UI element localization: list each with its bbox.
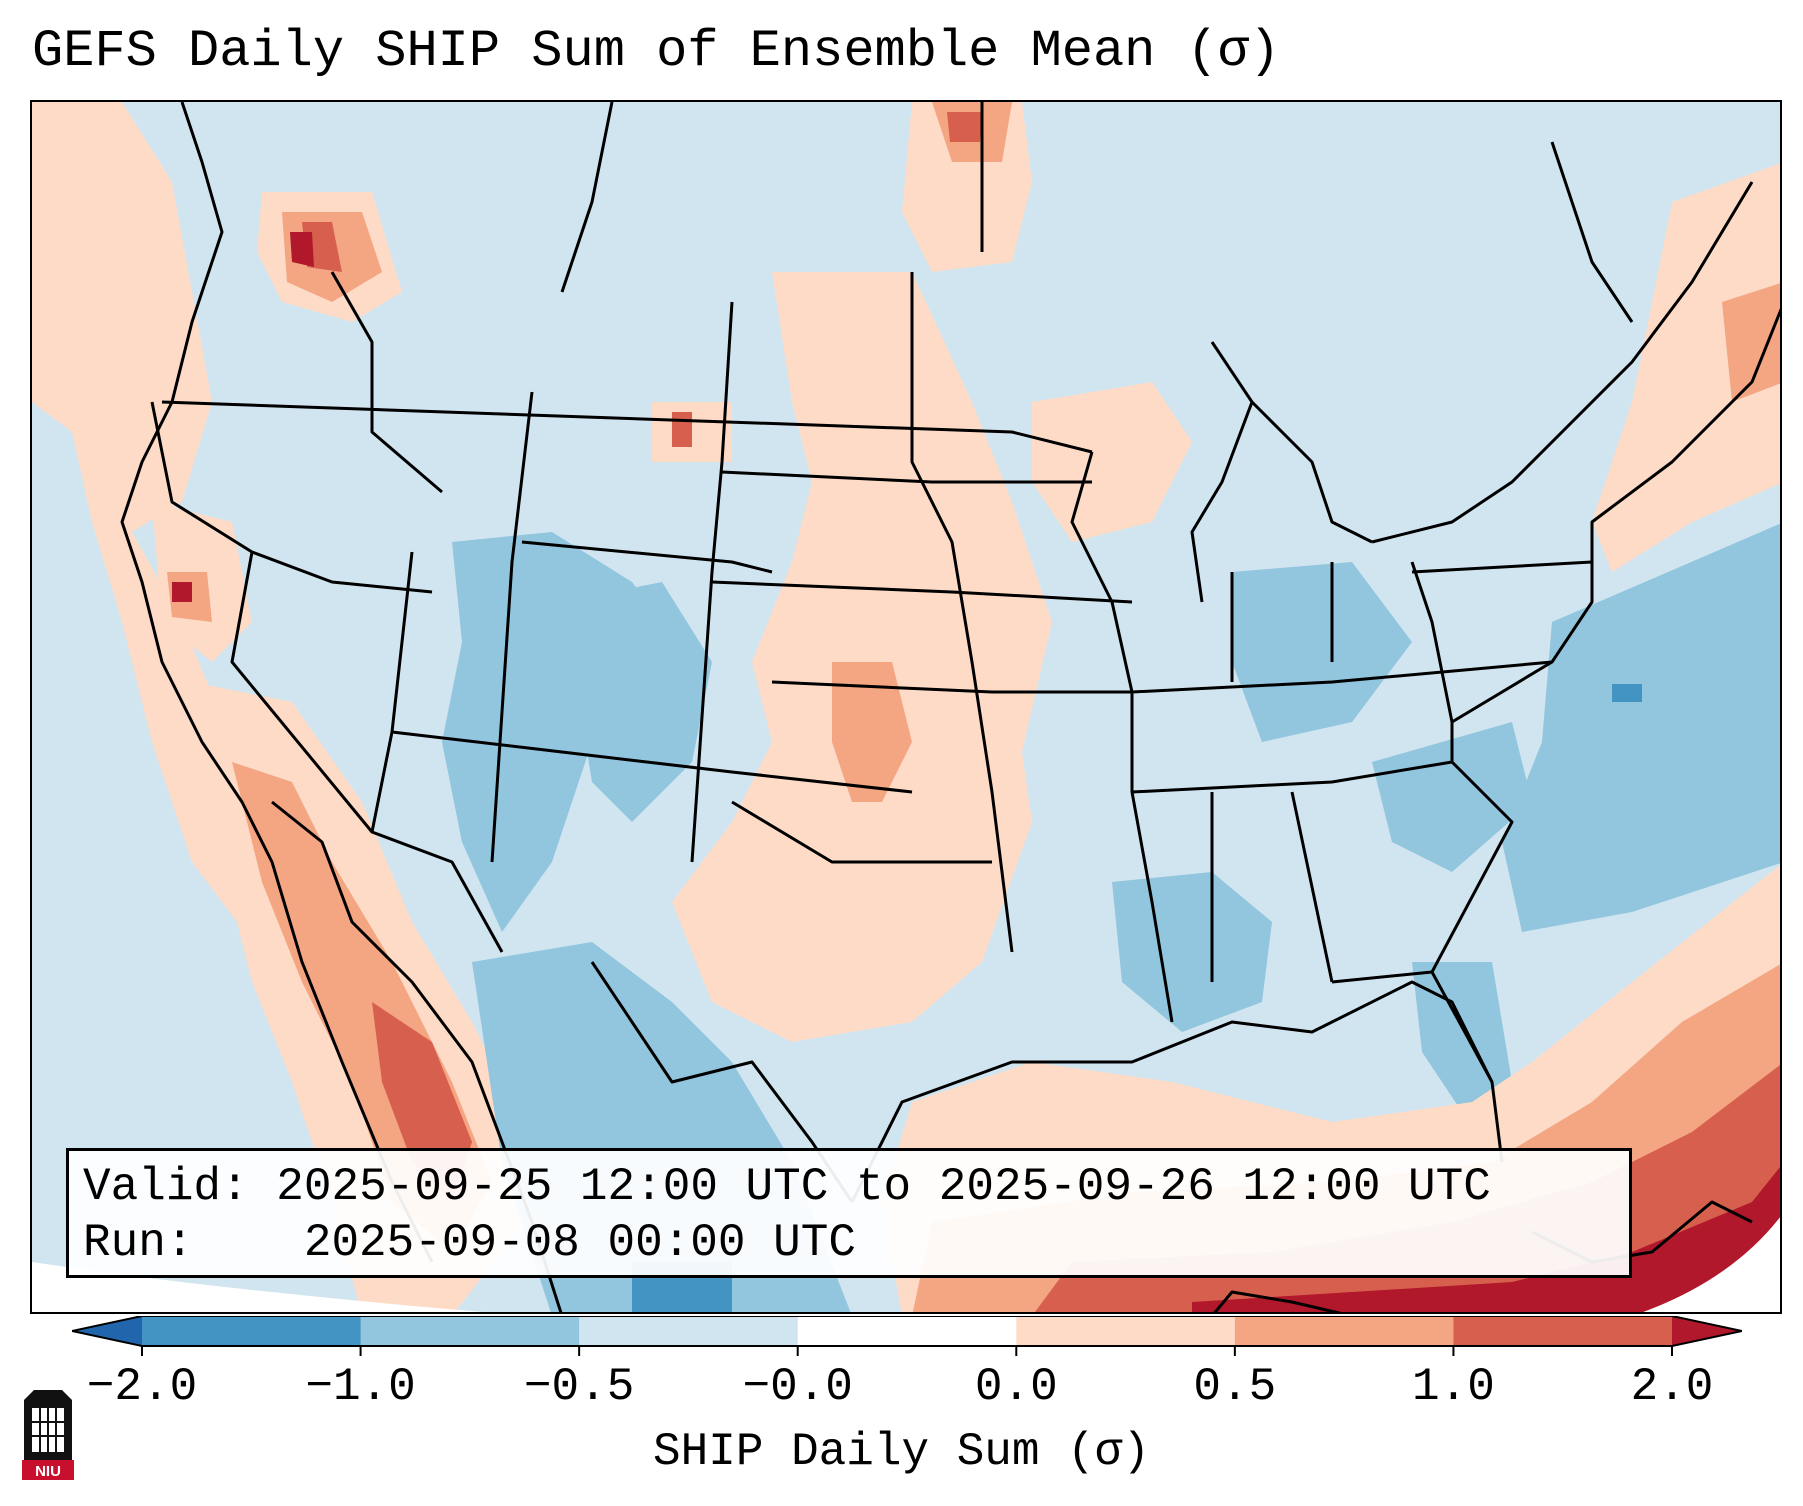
- border-plains-east: [910, 272, 1014, 953]
- border-nebraska-north: [721, 470, 1092, 484]
- run-value: 2025-09-08 00:00 UTC: [303, 1217, 856, 1269]
- colorbar-segment: [579, 1316, 799, 1346]
- border-red-river: [731, 800, 992, 864]
- colorbar-tick-label: 0.0: [974, 1361, 1058, 1413]
- border-idaho: [330, 271, 443, 494]
- northeast-anomaly: [1592, 163, 1780, 572]
- canada-anomaly-high: [947, 112, 982, 142]
- border-us-canada-east: [1371, 181, 1754, 544]
- colorbar-tick-label: 2.0: [1630, 1361, 1714, 1413]
- colorbar-extend-low: [72, 1316, 142, 1346]
- yucatan-coastline: [1213, 1290, 1342, 1312]
- pacific-coast-anomaly: [32, 102, 362, 982]
- colorbar-tick-label: −2.0: [86, 1361, 198, 1413]
- logo-window-grid: [32, 1408, 64, 1452]
- colorbar: [72, 1316, 1742, 1356]
- colorbar-tick-label: −0.5: [523, 1361, 635, 1413]
- pacific-coastline: [120, 102, 434, 1263]
- boundary-lines: [120, 102, 1780, 1312]
- border-canada-provinces: [560, 102, 614, 293]
- caribbean-anomaly-peak: [1192, 1167, 1780, 1312]
- atlantic-anomaly-low: [1612, 684, 1642, 702]
- border-dakotas-west: [690, 301, 734, 863]
- northeast-anomaly-mid: [1722, 283, 1780, 402]
- border-tennessee-south: [1131, 760, 1453, 794]
- border-alabama-georgia: [1290, 791, 1334, 983]
- out-of-domain-sw: [32, 1262, 484, 1312]
- niu-logo: NIU: [22, 1390, 74, 1480]
- valid-label: Valid:: [83, 1161, 249, 1213]
- border-kentucky-tennessee: [1131, 660, 1553, 694]
- map-canvas: [32, 102, 1780, 1312]
- michigan-peninsula: [1250, 400, 1373, 544]
- ohio-valley-anomaly: [1232, 562, 1412, 742]
- plains-anomaly: [672, 272, 1052, 1042]
- atlantic-anomaly: [1502, 523, 1780, 932]
- border-kansas-north: [711, 580, 1133, 604]
- washington-anomaly-peak: [290, 232, 314, 267]
- map-panel[interactable]: [30, 100, 1782, 1314]
- colorbar-tick-label: −1.0: [305, 1361, 416, 1413]
- border-arizona: [370, 551, 504, 953]
- run-label: Run:: [83, 1217, 194, 1269]
- validity-info-box: Valid: 2025-09-25 12:00 UTC to 2025-09-2…: [66, 1148, 1632, 1278]
- hudson-bay-coast: [1550, 141, 1634, 323]
- colorbar-segment: [1453, 1316, 1673, 1346]
- colorbar-segment: [1016, 1316, 1236, 1346]
- colorado-anomaly: [562, 582, 712, 822]
- lake-michigan-shore: [1190, 341, 1254, 603]
- montana-anomaly-high: [672, 412, 692, 447]
- border-utah-colorado: [490, 391, 534, 863]
- california-anomaly-peak: [172, 582, 192, 602]
- logo-banner: [22, 1460, 74, 1480]
- colorbar-segment: [1234, 1316, 1454, 1346]
- valid-value: 2025-09-25 12:00 UTC to 2025-09-26 12:00…: [276, 1161, 1491, 1213]
- colorbar-label: SHIP Daily Sum (σ): [653, 1426, 1150, 1478]
- atlantic-coastline: [1410, 561, 1514, 1083]
- gulf-states-anomaly: [1112, 872, 1272, 1032]
- kansas-anomaly-mid: [832, 662, 912, 802]
- colorbar-tick-label: −0.0: [742, 1361, 853, 1413]
- colorbar-segment: [797, 1316, 1017, 1346]
- carolinas-anomaly: [1372, 722, 1532, 872]
- great-lakes-anomaly: [1032, 382, 1192, 542]
- border-wyoming-south: [521, 540, 773, 574]
- logo-text: NIU: [35, 1463, 61, 1480]
- colorbar-segment: [360, 1316, 580, 1346]
- border-kansas-south: [771, 680, 1132, 694]
- map-title: GEFS Daily SHIP Sum of Ensemble Mean (σ): [32, 22, 1281, 81]
- colorbar-tick-label: 1.0: [1412, 1361, 1495, 1413]
- colorbar-segment: [142, 1316, 362, 1346]
- gulf-coastline: [850, 980, 1504, 1203]
- out-of-domain-se: [1643, 1217, 1780, 1312]
- border-georgia-florida: [1331, 970, 1433, 984]
- border-nevada-california: [230, 551, 374, 833]
- border-us-canada: [161, 400, 1093, 454]
- border-four-corners-row: [391, 730, 913, 794]
- border-pennsylvania: [1411, 560, 1593, 574]
- colorbar-tick-label: 0.5: [1193, 1361, 1277, 1413]
- colorbar-extend-high: [1672, 1316, 1742, 1346]
- northeast-coastline: [1451, 307, 1780, 724]
